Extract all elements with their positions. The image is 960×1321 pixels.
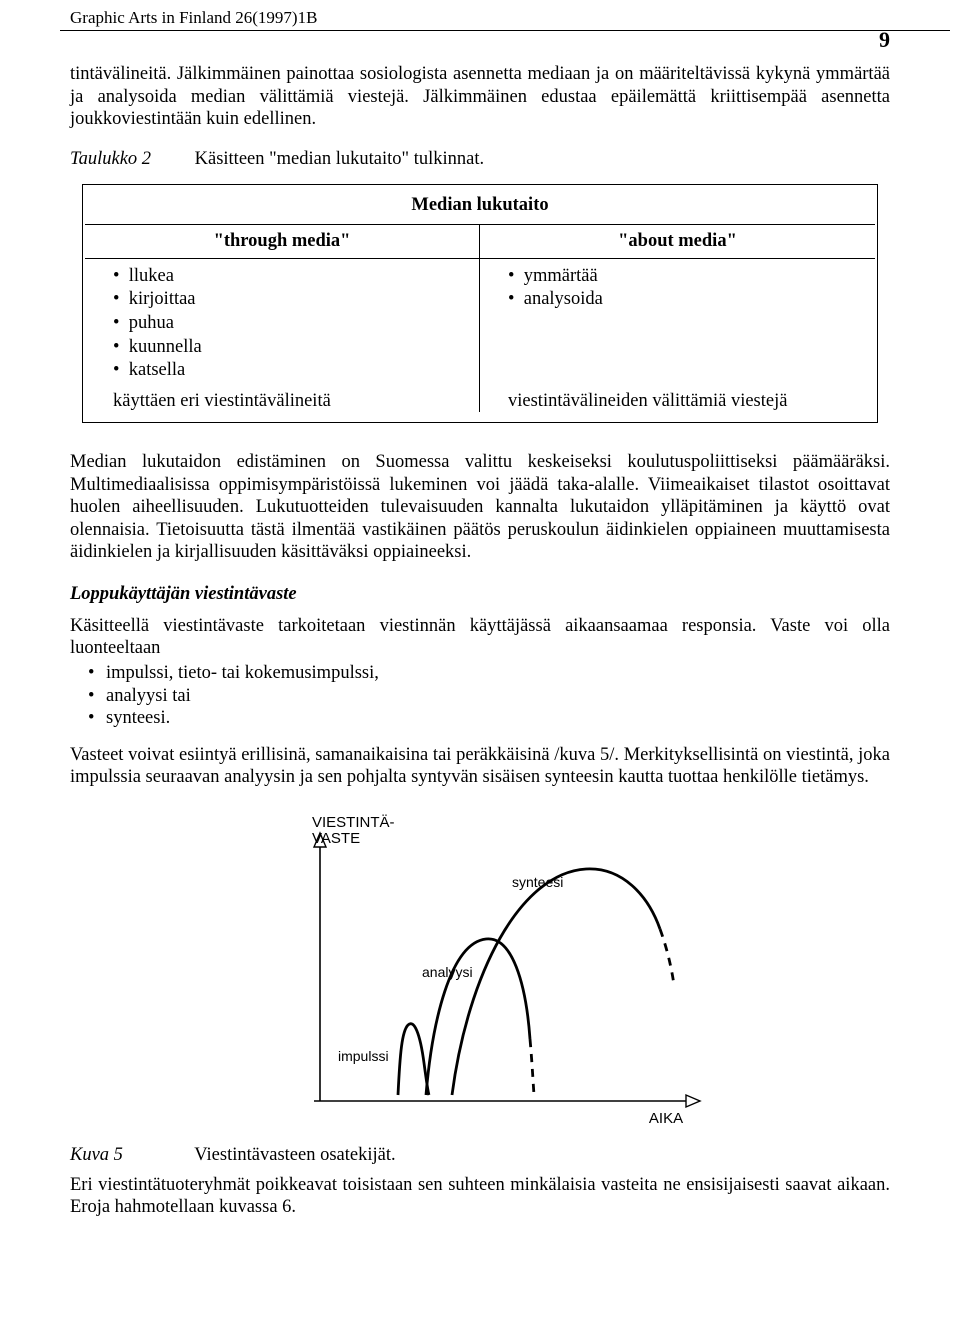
left-item: kirjoittaa xyxy=(129,289,196,309)
left-item: kuunnella xyxy=(129,337,202,357)
curve-synteesi xyxy=(452,869,660,1095)
paragraph-1: tintävälineitä. Jälkimmäinen painottaa s… xyxy=(70,63,890,131)
paragraph-4: Vasteet voivat esiintyä erillisinä, sama… xyxy=(70,744,890,789)
page: Graphic Arts in Finland 26(1997)1B 9 tin… xyxy=(0,0,960,1249)
figure-5-svg: VIESTINTÄ- VASTE AIKA synteesi analyysi … xyxy=(250,803,710,1133)
vaste-list: impulssi, tieto- tai kokemusimpulssi, an… xyxy=(70,662,890,730)
left-item: llukea xyxy=(129,266,174,286)
table-caption-text: Käsitteen "median lukutaito" tulkinnat. xyxy=(195,149,484,169)
paragraph-3: Käsitteellä viestintävaste tarkoitetaan … xyxy=(70,615,890,660)
figure-5: VIESTINTÄ- VASTE AIKA synteesi analyysi … xyxy=(70,803,890,1133)
page-number: 9 xyxy=(70,27,890,53)
list-item: impulssi, tieto- tai kokemusimpulssi, xyxy=(106,662,890,685)
left-item: puhua xyxy=(129,313,174,333)
table-box: Median lukutaito "through media" • lluke… xyxy=(82,184,878,423)
list-item: synteesi. xyxy=(106,707,890,730)
running-head: Graphic Arts in Finland 26(1997)1B xyxy=(70,8,890,28)
right-item: analysoida xyxy=(524,289,603,309)
table-col-right: "about media" • ymmärtää • analysoida vi… xyxy=(480,225,875,412)
col-body-right: • ymmärtää • analysoida xyxy=(480,259,875,387)
list-item: analyysi tai xyxy=(106,685,890,708)
curve-synteesi-tail xyxy=(660,929,674,985)
curve-analyysi xyxy=(426,939,530,1095)
left-item: katsella xyxy=(129,360,186,380)
figure-caption-label: Kuva 5 xyxy=(70,1145,190,1166)
table-title: Median lukutaito xyxy=(85,187,875,224)
subheading: Loppukäyttäjän viestintävaste xyxy=(70,584,890,605)
table-col-left: "through media" • llukea • kirjoittaa • … xyxy=(85,225,480,412)
figure-caption: Kuva 5 Viestintävasteen osatekijät. xyxy=(70,1145,890,1166)
right-item: ymmärtää xyxy=(524,266,598,286)
table-columns: "through media" • llukea • kirjoittaa • … xyxy=(85,224,875,412)
y-axis-label-1: VIESTINTÄ- xyxy=(312,814,395,831)
label-impulssi: impulssi xyxy=(338,1048,389,1064)
col-body-left: • llukea • kirjoittaa • puhua • kuunnell… xyxy=(85,259,479,387)
figure-caption-text: Viestintävasteen osatekijät. xyxy=(194,1145,395,1165)
col-foot-right: viestintävälineiden välittämiä viestejä xyxy=(480,387,875,412)
table-caption-label: Taulukko 2 xyxy=(70,149,190,170)
col-foot-left: käyttäen eri viestintävälineitä xyxy=(85,387,479,412)
table-caption: Taulukko 2 Käsitteen "median lukutaito" … xyxy=(70,149,890,170)
y-axis-label-2: VASTE xyxy=(312,830,360,847)
curve-analyysi-tail xyxy=(530,1039,534,1095)
x-axis-label: AIKA xyxy=(649,1110,683,1127)
curve-impulssi xyxy=(398,1023,429,1094)
col-head-right: "about media" xyxy=(480,225,875,259)
col-head-left: "through media" xyxy=(85,225,479,259)
label-analyysi: analyysi xyxy=(422,964,473,980)
paragraph-2: Median lukutaidon edistäminen on Suomess… xyxy=(70,451,890,564)
paragraph-5: Eri viestintätuoteryhmät poikkeavat tois… xyxy=(70,1174,890,1219)
